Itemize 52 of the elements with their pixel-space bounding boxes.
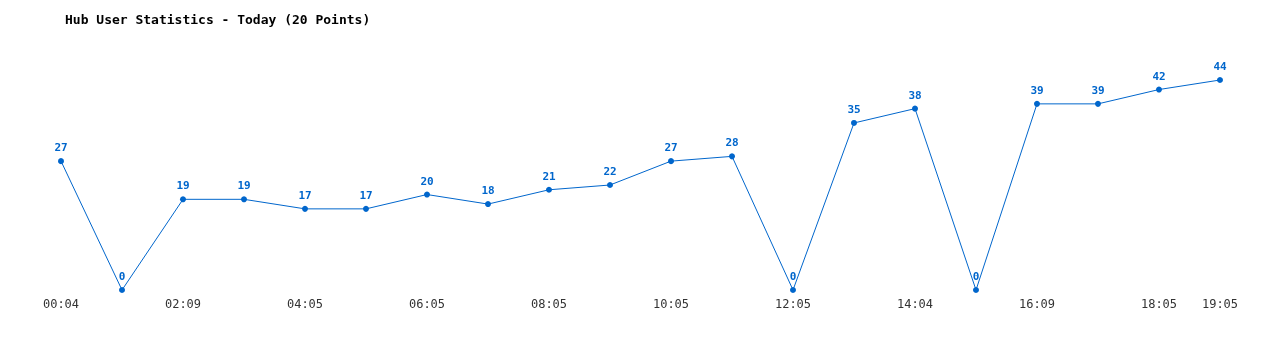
x-tick-label: 16:09 [1018, 297, 1056, 311]
data-label: 18 [481, 184, 495, 198]
point [180, 196, 186, 203]
point [424, 191, 430, 198]
data-label: 19 [176, 179, 190, 193]
data-label: 19 [237, 179, 251, 193]
data-label: 0 [972, 270, 980, 283]
data-label: 28 [725, 136, 739, 150]
data-label: 39 [1030, 83, 1044, 97]
point [58, 158, 64, 165]
point [485, 201, 491, 208]
x-tick-label: 08:05 [530, 297, 568, 311]
x-tick-label: 04:05 [286, 297, 324, 311]
x-tick-label: 06:05 [408, 297, 446, 311]
point [790, 287, 796, 293]
data-label: 27 [54, 141, 68, 155]
point [973, 287, 979, 293]
point [912, 105, 918, 112]
data-label: 21 [542, 169, 556, 183]
point [363, 205, 369, 212]
point [1095, 100, 1101, 107]
point [851, 119, 857, 126]
point [241, 196, 247, 203]
chart-title: Hub User Statistics - Today (20 Points) [65, 12, 371, 27]
data-label: 0 [118, 270, 126, 283]
point [302, 205, 308, 212]
x-tick-label: 00:04 [42, 297, 80, 311]
data-label: 39 [1091, 83, 1105, 97]
point [668, 158, 674, 165]
data-label: 44 [1213, 60, 1227, 73]
x-tick-label: 19:05 [1201, 297, 1239, 311]
point [119, 287, 125, 293]
data-label: 17 [359, 188, 373, 202]
data-label: 22 [603, 165, 617, 178]
point [1217, 77, 1223, 83]
data-label: 42 [1152, 69, 1166, 83]
data-label: 38 [908, 88, 922, 102]
x-tick-label: 02:09 [164, 297, 202, 311]
data-label: 0 [789, 270, 797, 283]
point [1034, 100, 1040, 107]
data-label: 35 [847, 102, 861, 116]
point [1156, 86, 1162, 93]
x-tick-label: 10:05 [652, 297, 690, 311]
point [729, 153, 735, 160]
x-tick-label: 18:05 [1140, 297, 1178, 311]
x-tick-label: 12:05 [774, 297, 812, 311]
data-label: 20 [420, 174, 434, 188]
point [546, 186, 552, 193]
data-label: 17 [298, 188, 312, 202]
x-tick-label: 14:04 [896, 297, 934, 311]
data-label: 27 [664, 141, 678, 155]
point [607, 182, 613, 188]
